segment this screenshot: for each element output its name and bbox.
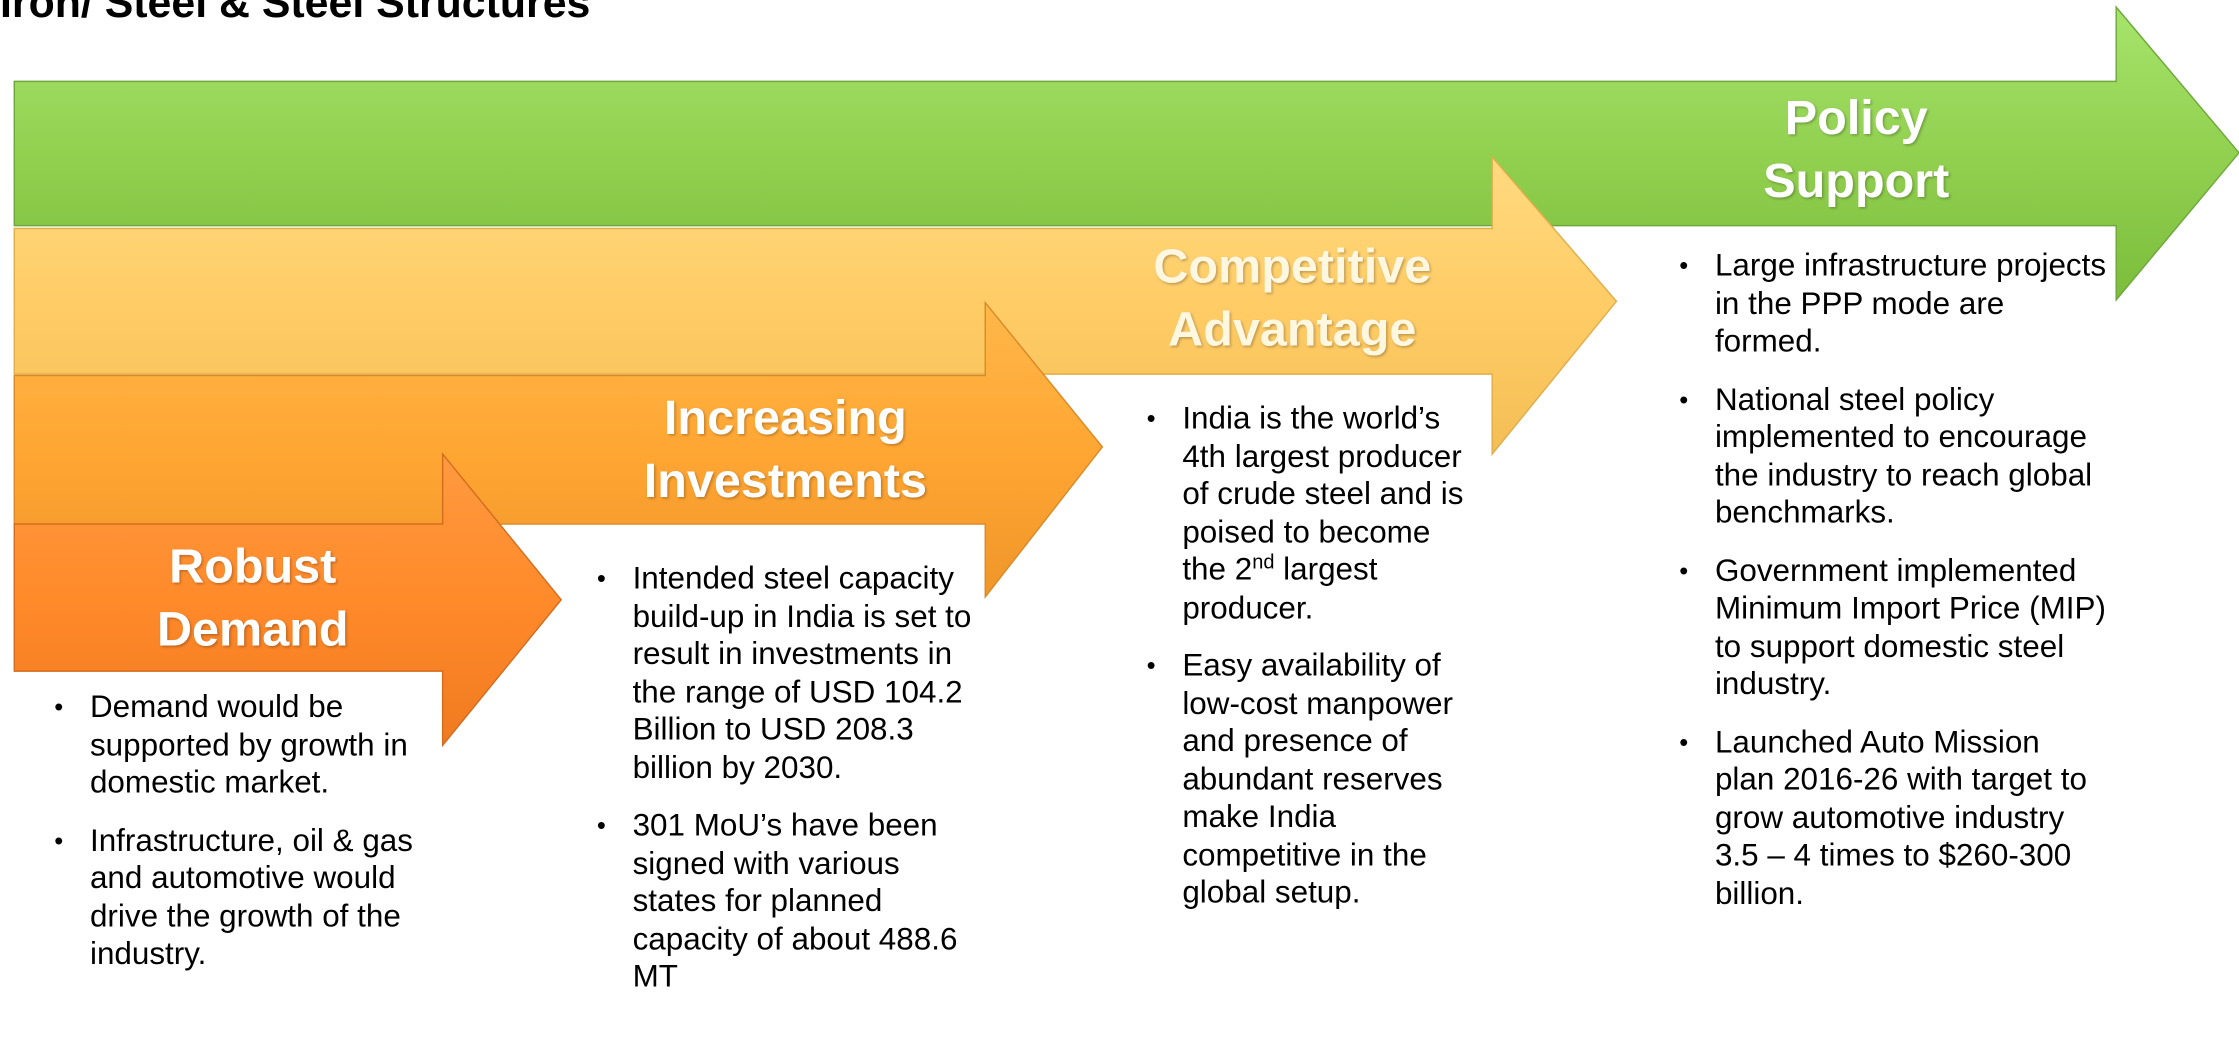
bullet: 301 MoU’s have been signed with various … bbox=[597, 807, 990, 996]
bullet-list: India is the world’s 4th largest produce… bbox=[1147, 400, 1468, 932]
superscript: nd bbox=[1252, 549, 1275, 573]
stage-title: Policy Support bbox=[1763, 87, 1949, 213]
arrow-demand bbox=[13, 452, 563, 748]
bullet: Demand would be supported by growth in d… bbox=[54, 688, 425, 802]
stage-title: Competitive Advantage bbox=[1153, 236, 1431, 362]
bullet: India is the world’s 4th largest produce… bbox=[1147, 400, 1468, 627]
stage-title: Robust Demand bbox=[157, 535, 349, 661]
bullet-list: Intended steel capacity build-up in Indi… bbox=[597, 560, 990, 1016]
bullet-list: Demand would be supported by growth in d… bbox=[54, 688, 425, 993]
title-line: Robust bbox=[169, 539, 337, 595]
bullet: Infrastructure, oil & gas and automotive… bbox=[54, 822, 425, 973]
bullet: Easy availability of low-cost manpower a… bbox=[1147, 647, 1468, 912]
arrow-competitive bbox=[13, 155, 1618, 457]
bullet-text: India is the world’s 4th largest produce… bbox=[1182, 399, 1464, 587]
title-line: Increasing bbox=[663, 391, 907, 446]
bullet-text: largest producer. bbox=[1182, 551, 1378, 625]
title-line: Investments bbox=[643, 454, 928, 509]
title-line: Competitive bbox=[1153, 239, 1432, 295]
bullet-list: Large infrastructure projects in the PPP… bbox=[1679, 247, 2107, 932]
bullet: National steel policy implemented to enc… bbox=[1679, 381, 2107, 532]
title-line: Policy bbox=[1784, 91, 1928, 146]
arrow-policy bbox=[13, 5, 2239, 302]
bullet: Large infrastructure projects in the PPP… bbox=[1679, 247, 2107, 361]
title-line: Advantage bbox=[1168, 302, 1417, 357]
title-line: Support bbox=[1763, 154, 1950, 209]
bullet: Launched Auto Mission plan 2016-26 with … bbox=[1679, 723, 2107, 912]
stage-title: Increasing Investments bbox=[644, 387, 927, 513]
title-line: Demand bbox=[156, 602, 349, 657]
bullet: Intended steel capacity build-up in Indi… bbox=[597, 560, 990, 787]
bullet: Government implemented Minimum Import Pr… bbox=[1679, 552, 2107, 703]
page-title: Iron/ Steel & Steel Structures bbox=[0, 0, 591, 28]
